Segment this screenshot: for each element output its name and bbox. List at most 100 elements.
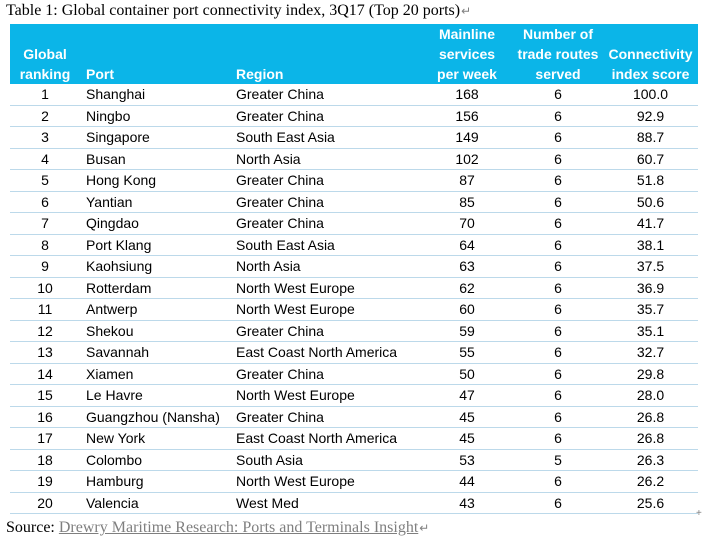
header-line: served: [535, 66, 581, 82]
routes-cell: 6: [513, 341, 603, 364]
table-row: 1 Shanghai Greater China 168 6 100.0: [10, 84, 698, 106]
services-cell: 60: [421, 298, 513, 321]
table-row: 10 Rotterdam North West Europe 62 6 36.9: [10, 277, 698, 299]
rank-cell: 18: [10, 449, 80, 471]
table-body: 1 Shanghai Greater China 168 6 100.0 2 Ningbo Gr…: [10, 84, 698, 514]
routes-cell: 6: [513, 277, 603, 299]
score-cell: 37.5: [603, 255, 698, 278]
header-trade-routes: Number of trade routes served: [513, 24, 603, 84]
source-note: Source: Drewry Maritime Research: Ports …: [6, 519, 429, 537]
rank-cell: 9: [10, 255, 80, 278]
table-row: 8 Port Klang South East Asia 64 6 38.1: [10, 234, 698, 256]
services-cell: 59: [421, 320, 513, 342]
header-line: Connectivity: [608, 46, 693, 62]
rank-cell: 19: [10, 470, 80, 493]
services-cell: 64: [421, 234, 513, 256]
score-cell: 28.0: [603, 384, 698, 407]
score-cell: 26.2: [603, 470, 698, 493]
services-cell: 70: [421, 212, 513, 235]
region-cell: Greater China: [236, 363, 421, 385]
routes-cell: 6: [513, 492, 603, 514]
header-connectivity-score: Connectivity index score: [603, 24, 698, 84]
score-cell: 35.7: [603, 298, 698, 321]
table-row: 12 Shekou Greater China 59 6 35.1: [10, 320, 698, 342]
rank-cell: 4: [10, 148, 80, 170]
port-cell: Rotterdam: [80, 277, 236, 299]
routes-cell: 6: [513, 84, 603, 106]
rank-cell: 3: [10, 126, 80, 149]
routes-cell: 6: [513, 169, 603, 192]
source-label: Source:: [6, 519, 59, 536]
rank-cell: 2: [10, 105, 80, 127]
table-caption-text: Table 1: Global container port connectiv…: [6, 2, 461, 19]
services-cell: 102: [421, 148, 513, 170]
rank-cell: 20: [10, 492, 80, 514]
score-cell: 51.8: [603, 169, 698, 192]
header-line: Port: [86, 66, 114, 82]
region-cell: North West Europe: [236, 298, 421, 321]
services-cell: 62: [421, 277, 513, 299]
header-line: index score: [611, 66, 690, 82]
table-row: 5 Hong Kong Greater China 87 6 51.8: [10, 169, 698, 192]
port-cell: Shekou: [80, 320, 236, 342]
table-row: 14 Xiamen Greater China 50 6 29.8: [10, 363, 698, 385]
score-cell: 60.7: [603, 148, 698, 170]
routes-cell: 5: [513, 449, 603, 471]
paragraph-mark-icon: ↵: [461, 4, 472, 18]
region-cell: South East Asia: [236, 126, 421, 149]
header-line: Global: [23, 46, 67, 62]
table-row: 6 Yantian Greater China 85 6 50.6: [10, 191, 698, 213]
header-line: ranking: [19, 66, 71, 82]
header-row: Global ranking Port Region Mainline services p…: [10, 24, 698, 84]
region-cell: Greater China: [236, 191, 421, 213]
routes-cell: 6: [513, 298, 603, 321]
services-cell: 168: [421, 84, 513, 106]
routes-cell: 6: [513, 427, 603, 450]
rank-cell: 15: [10, 384, 80, 407]
services-cell: 47: [421, 384, 513, 407]
header-line: Number of: [523, 26, 593, 42]
region-cell: East Coast North America: [236, 427, 421, 450]
region-cell: North West Europe: [236, 277, 421, 299]
services-cell: 45: [421, 406, 513, 428]
table-row: 7 Qingdao Greater China 70 6 41.7: [10, 212, 698, 235]
table-row: 19 Hamburg North West Europe 44 6 26.2: [10, 470, 698, 493]
port-cell: Xiamen: [80, 363, 236, 385]
routes-cell: 6: [513, 470, 603, 493]
score-cell: 26.8: [603, 406, 698, 428]
services-cell: 43: [421, 492, 513, 514]
routes-cell: 6: [513, 212, 603, 235]
score-cell: 41.7: [603, 212, 698, 235]
table-row: 9 Kaohsiung North Asia 63 6 37.5: [10, 255, 698, 278]
region-cell: Greater China: [236, 406, 421, 428]
score-cell: 38.1: [603, 234, 698, 256]
routes-cell: 6: [513, 320, 603, 342]
header-line: Mainline: [438, 26, 495, 42]
header-mainline-services: Mainline services per week: [421, 24, 513, 84]
routes-cell: 6: [513, 126, 603, 149]
region-cell: North Asia: [236, 255, 421, 278]
table-row: 3 Singapore South East Asia 149 6 88.7: [10, 126, 698, 149]
table-row: 11 Antwerp North West Europe 60 6 35.7: [10, 298, 698, 321]
port-cell: Colombo: [80, 449, 236, 471]
table-row: 18 Colombo South Asia 53 5 26.3: [10, 449, 698, 471]
port-cell: Ningbo: [80, 105, 236, 127]
region-cell: Greater China: [236, 320, 421, 342]
routes-cell: 6: [513, 234, 603, 256]
rank-cell: 17: [10, 427, 80, 450]
table-row: 15 Le Havre North West Europe 47 6 28.0: [10, 384, 698, 407]
source-link[interactable]: Drewry Maritime Research: Ports and Term…: [58, 519, 419, 536]
header-line: services: [438, 46, 496, 62]
rank-cell: 10: [10, 277, 80, 299]
port-connectivity-table: Global ranking Port Region Mainline services p…: [10, 24, 698, 514]
port-cell: Le Havre: [80, 384, 236, 407]
score-cell: 26.8: [603, 427, 698, 450]
region-cell: North Asia: [236, 148, 421, 170]
routes-cell: 6: [513, 363, 603, 385]
table-row: 20 Valencia West Med 43 6 25.6: [10, 492, 698, 514]
rank-cell: 6: [10, 191, 80, 213]
rank-cell: 13: [10, 341, 80, 364]
region-cell: North West Europe: [236, 470, 421, 493]
services-cell: 63: [421, 255, 513, 278]
port-cell: Valencia: [80, 492, 236, 514]
